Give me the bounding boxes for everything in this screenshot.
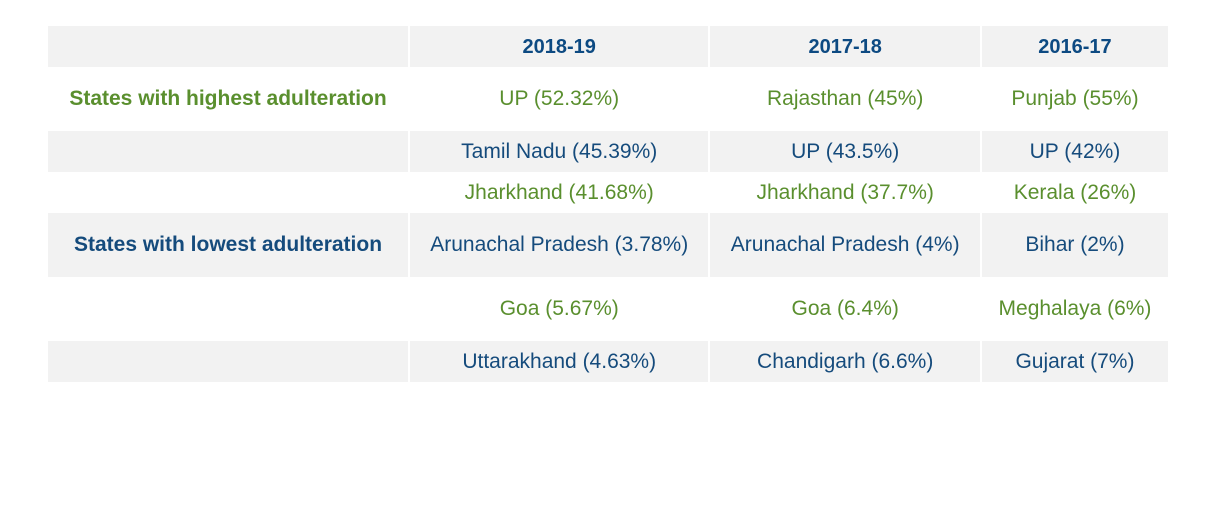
table-cell: UP (42%) bbox=[981, 131, 1168, 172]
table-cell: Goa (6.4%) bbox=[791, 297, 899, 320]
table-row: Tamil Nadu (45.39%) UP (43.5%) UP (42%) bbox=[48, 131, 1168, 172]
table-cell: Gujarat (7%) bbox=[981, 341, 1168, 382]
row-label-empty bbox=[48, 172, 408, 213]
header-cell-empty bbox=[48, 26, 409, 67]
row-label-empty bbox=[48, 131, 409, 172]
table-cell: Bihar (2%) bbox=[981, 213, 1168, 277]
row-label-lowest: States with lowest adulteration bbox=[48, 213, 409, 277]
table-row: Jharkhand (41.68%) Jharkhand (37.7%) Ker… bbox=[48, 172, 1168, 213]
table-cell: Jharkhand (41.68%) bbox=[464, 180, 654, 204]
column-header-2018-19: 2018-19 bbox=[410, 26, 709, 67]
column-header-2016-17: 2016-17 bbox=[981, 26, 1168, 67]
table-cell: Tamil Nadu (45.39%) bbox=[410, 131, 709, 172]
table-cell: UP (43.5%) bbox=[710, 131, 980, 172]
header-row: 2018-19 2017-18 2016-17 bbox=[48, 26, 1168, 67]
table-cell: Uttarakhand (4.63%) bbox=[410, 341, 709, 382]
table-cell: Arunachal Pradesh (4%) bbox=[710, 213, 980, 277]
table-row: States with lowest adulteration Arunacha… bbox=[48, 213, 1168, 277]
table-cell: Goa (5.67%) bbox=[499, 297, 619, 320]
row-label-highest: States with highest adulteration bbox=[69, 87, 387, 110]
row-label-empty bbox=[48, 341, 409, 382]
table-row: Goa (5.67%) Goa (6.4%) Meghalaya (6%) bbox=[48, 277, 1168, 341]
table-cell: UP (52.32%) bbox=[499, 87, 620, 110]
table-cell: Chandigarh (6.6%) bbox=[710, 341, 980, 382]
table-cell: Meghalaya (6%) bbox=[998, 297, 1152, 320]
table-cell: Punjab (55%) bbox=[1011, 87, 1139, 110]
adulteration-table: 2018-19 2017-18 2016-17 States with high… bbox=[48, 26, 1168, 382]
table-row: Uttarakhand (4.63%) Chandigarh (6.6%) Gu… bbox=[48, 341, 1168, 382]
table-cell: Rajasthan (45%) bbox=[766, 87, 924, 110]
table-cell: Arunachal Pradesh (3.78%) bbox=[410, 213, 709, 277]
row-label-empty bbox=[48, 277, 408, 341]
column-header-2017-18: 2017-18 bbox=[710, 26, 980, 67]
table-cell: Kerala (26%) bbox=[1013, 180, 1137, 204]
table-row: States with highest adulteration UP (52.… bbox=[48, 67, 1168, 131]
table-cell: Jharkhand (37.7%) bbox=[756, 180, 934, 204]
